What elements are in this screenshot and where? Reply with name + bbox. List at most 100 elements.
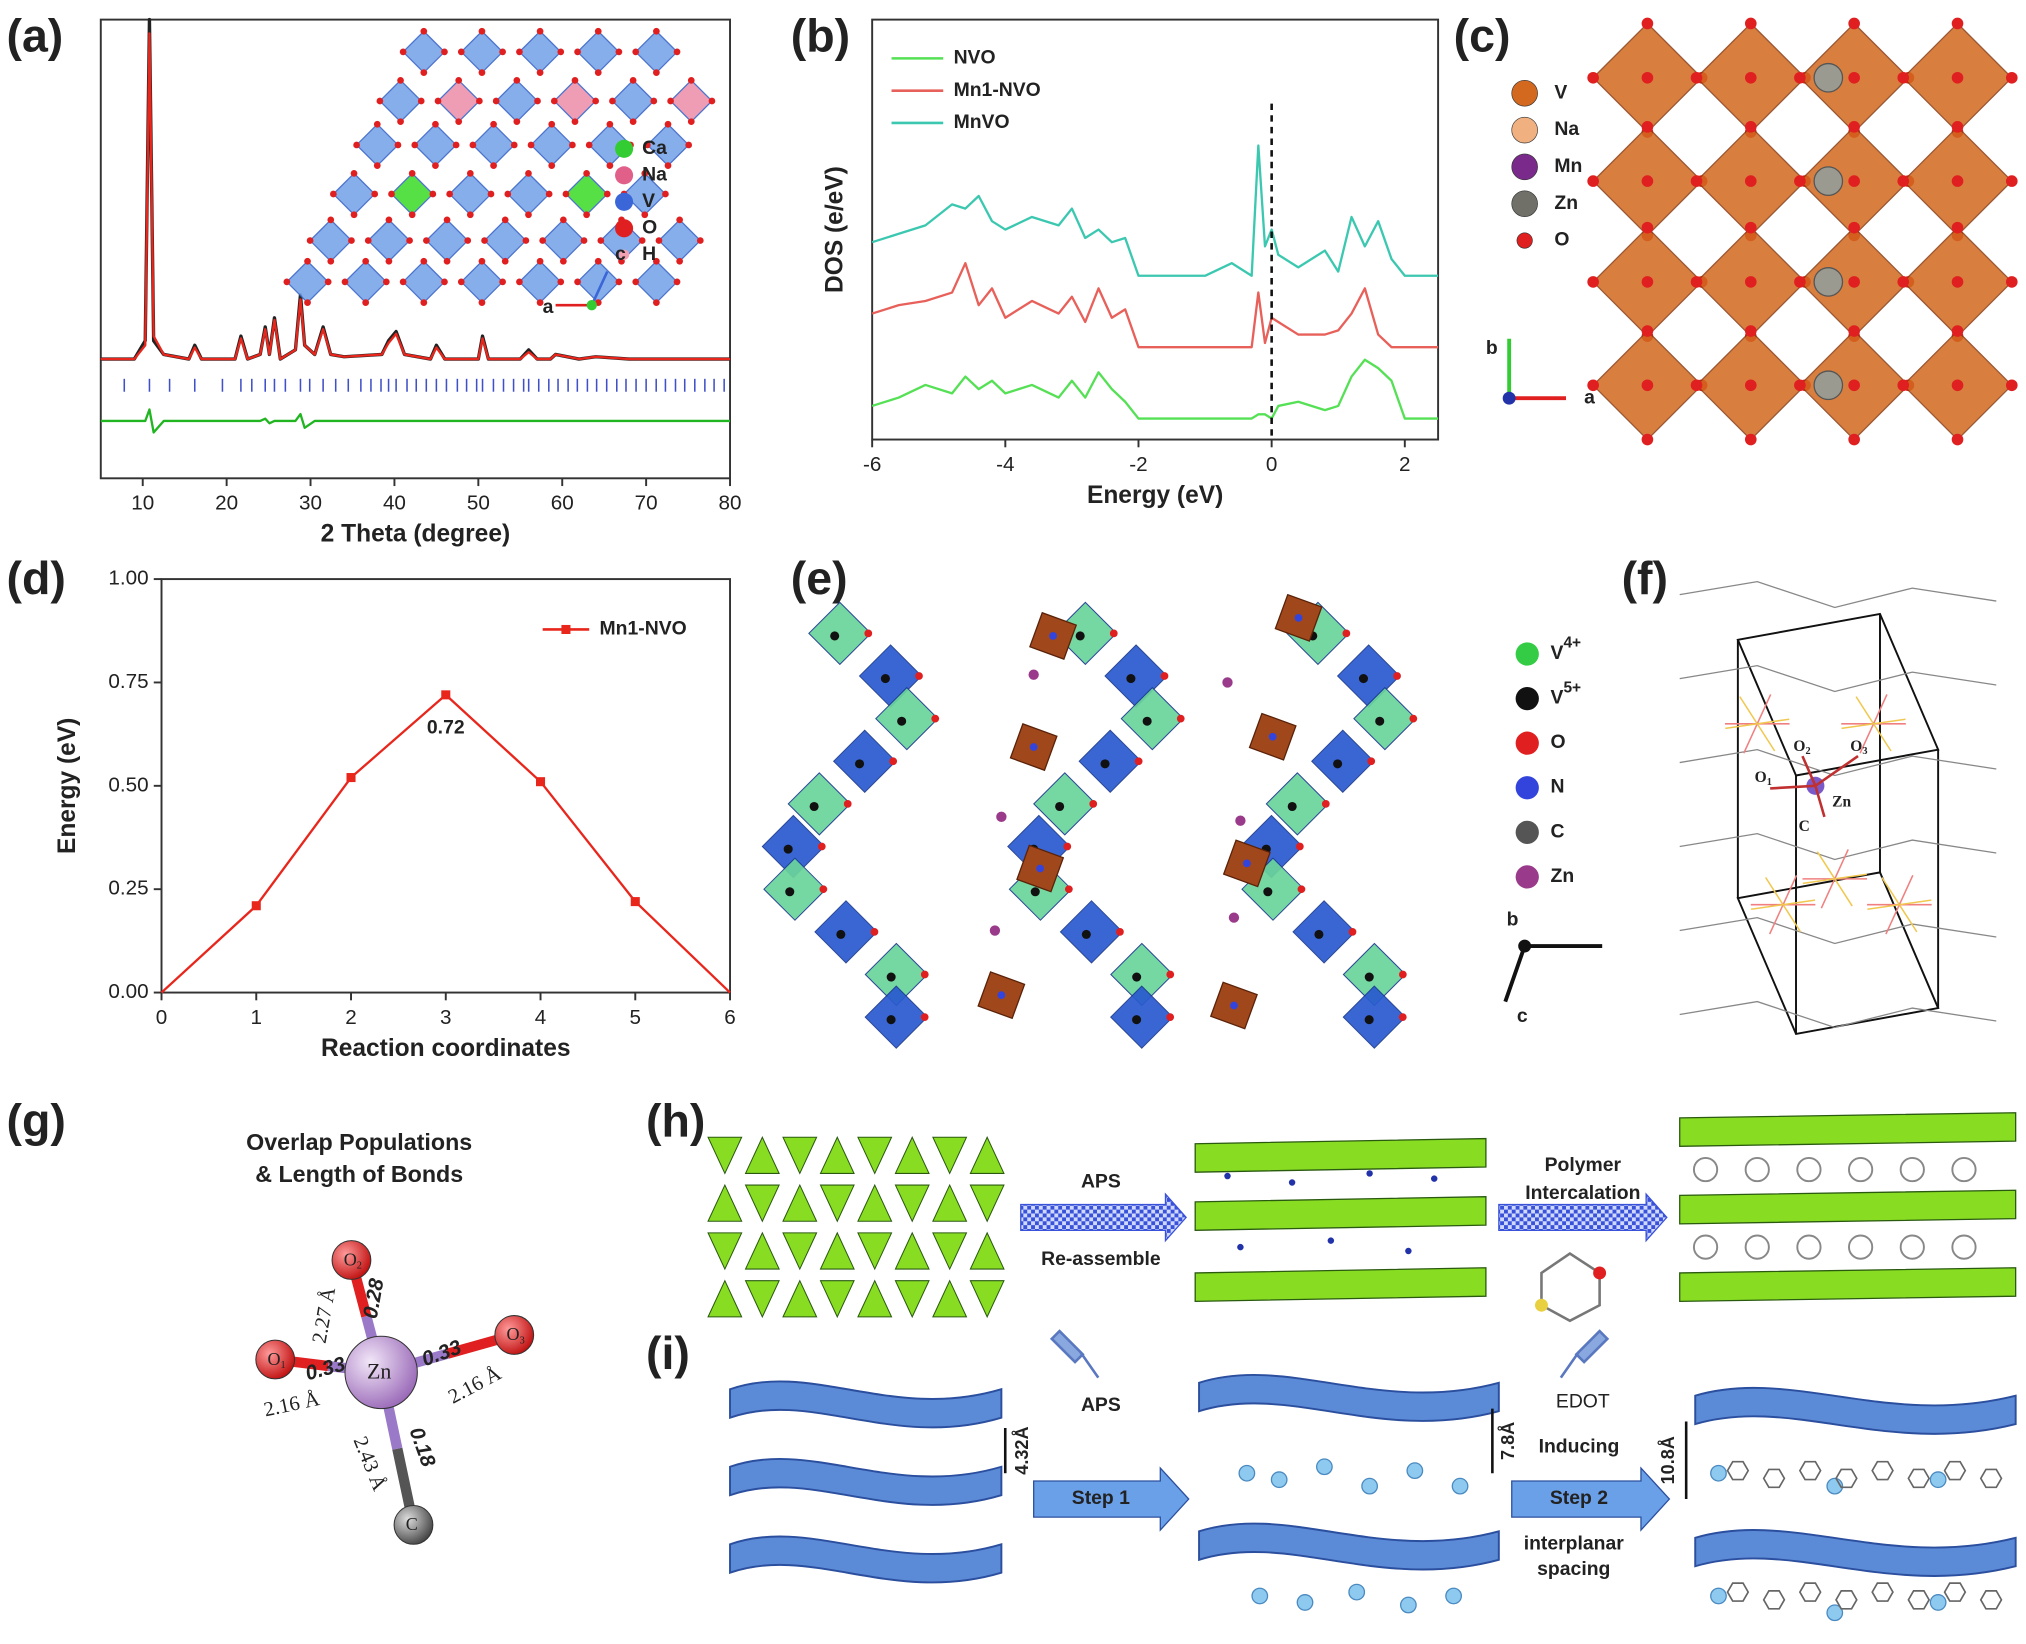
series-line [871, 358, 1439, 420]
reagent-label: APS [1081, 1394, 1121, 1416]
polymer-ring [1951, 1156, 1977, 1183]
ion [1929, 1471, 1947, 1489]
vo-triangle [782, 1136, 818, 1175]
inset-atom [420, 257, 428, 265]
legend-label: NVO [954, 46, 996, 68]
v-atom [1100, 759, 1110, 769]
panel-label: (g) [6, 1095, 65, 1147]
legend-label: V4+ [1551, 635, 1582, 664]
zn-atom [1813, 267, 1844, 297]
vo-triangle [894, 1184, 930, 1223]
point-marker [346, 773, 356, 783]
o-atom [1848, 17, 1860, 30]
y-tick-label: 1.00 [108, 567, 148, 590]
v-atom [1263, 887, 1273, 897]
step-label: APS [1081, 1171, 1121, 1193]
inset-atom [441, 48, 448, 56]
panel-label: (e) [791, 552, 848, 604]
vo-triangle [932, 1279, 968, 1318]
inset-atom [536, 299, 544, 306]
polymer-ring [1796, 1234, 1822, 1260]
atom-label: Zn [367, 1359, 391, 1384]
inset-atom [525, 170, 532, 177]
x-tick-label: 70 [635, 492, 658, 515]
o-atom [1848, 325, 1860, 337]
o-atom [1744, 175, 1757, 187]
inset-polyhedron [367, 218, 411, 263]
ion [1430, 1175, 1438, 1182]
inset-atom [394, 141, 402, 149]
vo-triangle [819, 1280, 855, 1319]
inset-atom [580, 237, 588, 244]
inset-polyhedron [634, 260, 678, 304]
inset-atom [557, 278, 565, 286]
v-atom [830, 631, 840, 641]
polyhedron [1078, 729, 1142, 794]
symbol: Zn [367, 1359, 391, 1384]
o-atom [1641, 433, 1654, 446]
inset-polyhedron [530, 123, 574, 167]
v-atom [1314, 929, 1324, 939]
bond-star [1750, 899, 1816, 911]
legend-label: V [1554, 81, 1567, 103]
vo-triangle [782, 1183, 818, 1222]
x-tick-label: 5 [630, 1006, 642, 1029]
series-line [100, 408, 731, 434]
ion [1406, 1462, 1424, 1480]
inset-polyhedron [518, 260, 562, 304]
o-atom [1690, 276, 1703, 288]
axis-label: b [1486, 337, 1498, 359]
inset-polyhedron [495, 79, 539, 123]
ion [1224, 1172, 1231, 1180]
x-tick-label: 40 [383, 492, 406, 515]
inset-atom [655, 237, 663, 244]
v-atom [785, 887, 795, 897]
atom-label: C [1799, 818, 1810, 835]
polymer-ring [1899, 1156, 1925, 1183]
inset-axis-origin [586, 299, 597, 311]
n-atom [1049, 632, 1057, 640]
o-atom [1166, 1013, 1175, 1021]
ion [1348, 1583, 1366, 1601]
o-atom [1166, 970, 1175, 979]
legend-marker [561, 624, 571, 635]
inset-atom [548, 120, 556, 128]
inset-atom [696, 237, 704, 244]
plot-frame [871, 18, 1440, 441]
inset-polyhedron [425, 218, 469, 263]
o-atom [1951, 379, 1964, 392]
o-atom [1744, 276, 1757, 288]
v-atom [1287, 801, 1297, 812]
o-atom [1641, 379, 1654, 392]
inset-atom [516, 278, 523, 286]
inset-atom [603, 190, 611, 198]
inset-legend-marker [615, 166, 634, 185]
o-atom [1848, 276, 1860, 288]
vo-triangle [744, 1231, 780, 1270]
polyhedron [1265, 772, 1330, 836]
inset-legend-label: Ca [642, 137, 667, 159]
n-atom [1294, 613, 1303, 622]
o-atom [1794, 379, 1806, 392]
polyhedron [832, 729, 897, 794]
inset-atom [417, 97, 425, 105]
polymer-ring [1744, 1156, 1770, 1183]
axis-origin [1502, 391, 1516, 405]
zn-atom [1813, 62, 1844, 93]
series-line [100, 32, 731, 361]
ion [1929, 1594, 1947, 1611]
inset-atom [534, 97, 541, 105]
inset-atom [399, 48, 407, 56]
ion [1366, 1170, 1373, 1177]
legend-marker [1515, 865, 1539, 889]
panel-label: (f) [1622, 552, 1668, 604]
o-atom [1951, 175, 1964, 187]
inset-atom [638, 237, 646, 244]
symbol: O [1850, 738, 1862, 755]
vo-layer [1194, 1137, 1487, 1173]
vo-triangle [744, 1136, 780, 1174]
vo-sheet [729, 1380, 1003, 1429]
inset-atom [455, 76, 463, 84]
x-tick-label: 10 [131, 492, 154, 515]
legend-label: O [1551, 731, 1566, 753]
